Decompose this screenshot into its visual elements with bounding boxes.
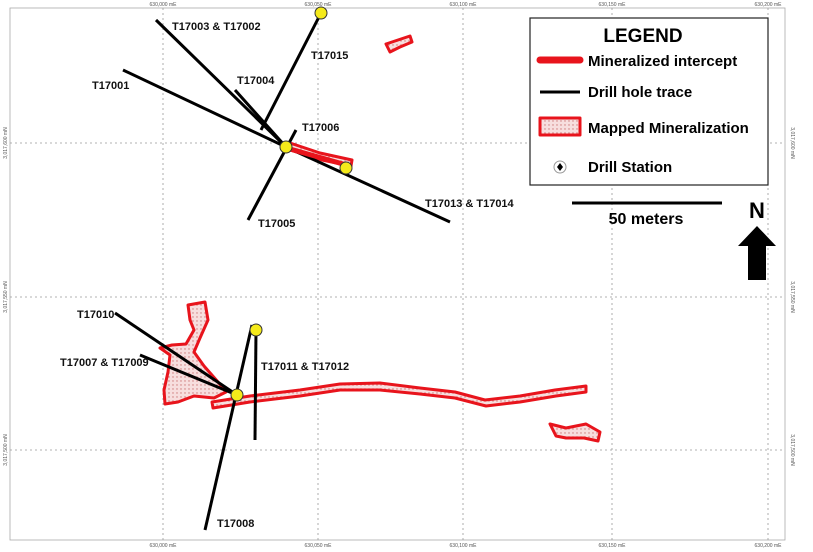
- legend-item: Mapped Mineralization: [588, 120, 749, 137]
- drill-trace: [203, 324, 254, 531]
- grid-label: 630,100 mE: [450, 543, 478, 549]
- grid-label: 3,017,500 mN: [789, 434, 795, 466]
- drill-trace: [253, 329, 258, 441]
- drill-trace: [114, 311, 238, 397]
- legend-title: LEGEND: [603, 26, 682, 47]
- grid-labels: 630,000 mE 630,050 mE 630,100 mE 630,150…: [3, 2, 795, 549]
- legend-item: Mineralized intercept: [588, 53, 737, 70]
- mineralized-zone: [210, 381, 588, 410]
- map-frame: [9, 7, 786, 541]
- grid-label: 630,200 mE: [755, 543, 783, 549]
- north-label: N: [749, 198, 765, 223]
- drill-stations: [230, 6, 353, 402]
- grid-label: 630,050 mE: [305, 2, 333, 8]
- mineralized-zone: [158, 300, 228, 406]
- drill-station: [314, 6, 328, 20]
- hole-label: T17004: [237, 75, 275, 87]
- grid-label: 630,000 mE: [150, 2, 178, 8]
- grid-label: 3,017,600 mN: [789, 127, 795, 159]
- hole-label: T17007 & T17009: [60, 357, 149, 369]
- grid-label: 3,017,500 mN: [3, 434, 9, 466]
- grid-label: 3,017,600 mN: [3, 127, 9, 159]
- grid-label: 3,017,550 mN: [789, 281, 795, 313]
- hole-label: T17005: [258, 218, 295, 230]
- north-arrow: N: [738, 198, 776, 280]
- mapped-mineralization: [158, 34, 602, 443]
- hole-label: T17003 & T17002: [172, 21, 261, 33]
- drill-station: [279, 140, 293, 154]
- hole-label: T17008: [217, 518, 254, 530]
- legend: LEGEND Mineralized intercept Drill hole …: [529, 17, 769, 186]
- scale-label: 50 meters: [609, 211, 684, 228]
- hole-label: T17015: [311, 50, 348, 62]
- grid-label: 630,150 mE: [599, 2, 627, 8]
- grid-label: 630,200 mE: [755, 2, 783, 8]
- mineralized-zone: [384, 34, 414, 54]
- drill-station: [339, 161, 353, 175]
- drill-trace: [259, 12, 323, 131]
- north-arrow-shape: [738, 226, 776, 280]
- hole-labels: T17003 & T17002 T17015 T17001 T17004 T17…: [60, 21, 515, 530]
- drill-station: [230, 388, 244, 402]
- drill-trace: [122, 68, 287, 149]
- legend-item: Drill Station: [588, 159, 672, 176]
- legend-box: [529, 17, 769, 186]
- hole-label: T17001: [92, 80, 129, 92]
- grid-label: 3,017,550 mN: [3, 281, 9, 313]
- legend-item: Drill hole trace: [588, 84, 692, 101]
- hole-label: T17011 & T17012: [261, 361, 349, 373]
- drill-trace: [233, 88, 288, 149]
- grid-label: 630,000 mE: [150, 543, 178, 549]
- hole-label: T17010: [77, 309, 114, 321]
- grid-label: 630,050 mE: [305, 543, 333, 549]
- hole-label: T17013 & T17014: [425, 198, 515, 210]
- hole-label: T17006: [302, 122, 339, 134]
- drill-station: [249, 323, 263, 337]
- drill-trace: [139, 353, 238, 397]
- scale-bar: 50 meters: [572, 201, 722, 228]
- grid-label: 630,150 mE: [599, 543, 627, 549]
- drill-traces: [114, 12, 451, 531]
- drill-trace: [285, 145, 451, 224]
- legend-swatch: [538, 116, 582, 137]
- grid-label: 630,100 mE: [450, 2, 478, 8]
- legend-swatch: [557, 163, 563, 171]
- mineralized-intercept: [287, 146, 353, 169]
- mineralized-zone: [548, 422, 602, 443]
